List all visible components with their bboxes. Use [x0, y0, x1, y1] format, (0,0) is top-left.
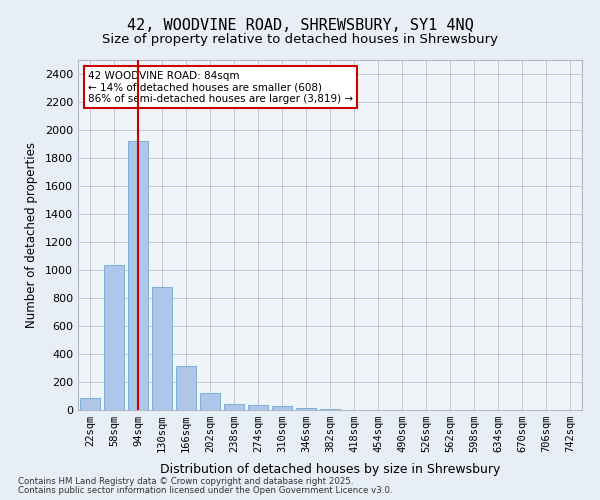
Bar — [248, 405, 268, 410]
Bar — [104, 265, 124, 410]
Bar — [176, 366, 196, 410]
Text: Size of property relative to detached houses in Shrewsbury: Size of property relative to detached ho… — [102, 32, 498, 46]
Text: Contains HM Land Registry data © Crown copyright and database right 2025.: Contains HM Land Registry data © Crown c… — [18, 477, 353, 486]
Text: Contains public sector information licensed under the Open Government Licence v3: Contains public sector information licen… — [18, 486, 392, 495]
Text: 42, WOODVINE ROAD, SHREWSBURY, SY1 4NQ: 42, WOODVINE ROAD, SHREWSBURY, SY1 4NQ — [127, 18, 473, 32]
Text: 42 WOODVINE ROAD: 84sqm
← 14% of detached houses are smaller (608)
86% of semi-d: 42 WOODVINE ROAD: 84sqm ← 14% of detache… — [88, 70, 353, 104]
Bar — [224, 404, 244, 410]
Bar — [152, 287, 172, 410]
X-axis label: Distribution of detached houses by size in Shrewsbury: Distribution of detached houses by size … — [160, 464, 500, 476]
Bar — [296, 408, 316, 410]
Y-axis label: Number of detached properties: Number of detached properties — [25, 142, 38, 328]
Bar — [80, 398, 100, 410]
Bar — [272, 406, 292, 410]
Bar — [200, 393, 220, 410]
Bar — [128, 140, 148, 410]
